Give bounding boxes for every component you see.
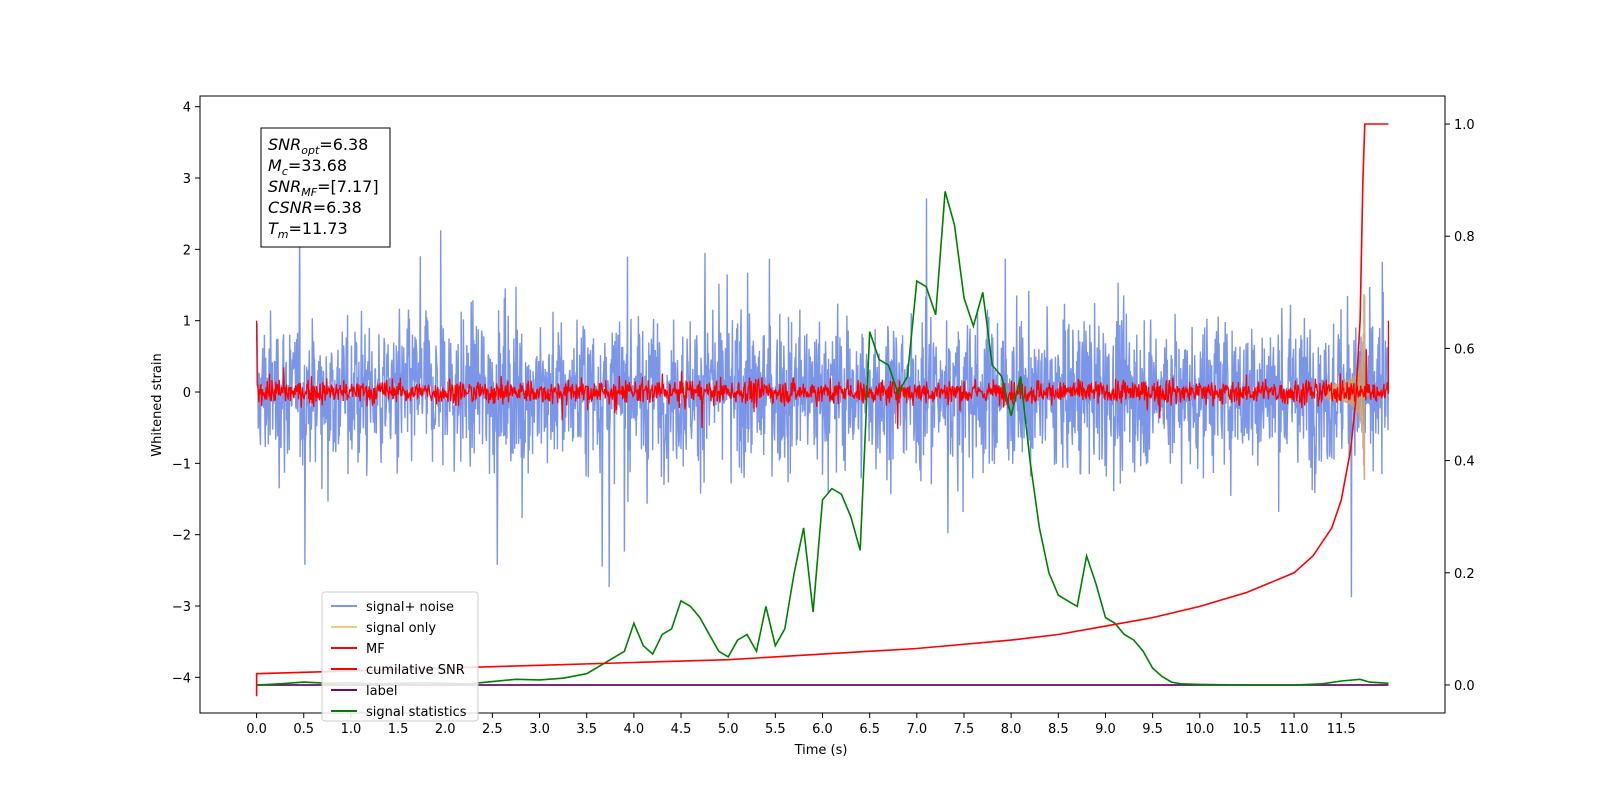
series-cumulative-snr [255, 123, 1389, 697]
x-tick-label: 5.5 [765, 722, 786, 737]
annotation-line: SNRopt=6.38 [268, 135, 368, 157]
x-tick-label: 8.0 [1001, 722, 1022, 737]
x-tick-label: 11.5 [1327, 722, 1356, 737]
x-tick-label: 10.5 [1232, 722, 1261, 737]
y-tick-label: −4 [172, 671, 191, 686]
legend-label: signal+ noise [366, 600, 454, 615]
y-axis-label: Whitened strain [150, 353, 165, 456]
y-tick-label: −2 [172, 529, 191, 544]
x-tick-label: 3.5 [576, 722, 597, 737]
y2-tick-label: 0.4 [1454, 455, 1475, 470]
x-tick-label: 8.5 [1048, 722, 1069, 737]
x-tick-label: 9.5 [1142, 722, 1163, 737]
y-tick-label: −3 [172, 600, 191, 615]
x-tick-label: 10.0 [1185, 722, 1214, 737]
legend-label: signal statistics [366, 705, 467, 720]
x-tick-label: 3.0 [529, 722, 550, 737]
x-tick-label: 2.5 [482, 722, 503, 737]
annotation-line: Mc=33.68 [268, 156, 347, 178]
x-tick-label: 6.0 [812, 722, 833, 737]
x-tick-label: 4.5 [671, 722, 692, 737]
x-axis-ticks: 0.0 0.5 1.0 1.5 2.0 2.5 3.0 3.5 4.0 4.5 5.0 5.5 6.0 6… [246, 713, 1356, 737]
series-mf [255, 320, 1390, 429]
x-tick-label: 5.0 [718, 722, 739, 737]
y2-tick-label: 0.6 [1454, 342, 1475, 357]
x-tick-label: 7.0 [906, 722, 927, 737]
series-signal-statistics [256, 191, 1389, 686]
y2-tick-label: 0.2 [1454, 567, 1475, 582]
x-tick-label: 9.0 [1095, 722, 1116, 737]
legend-label: MF [366, 642, 385, 657]
y2-tick-label: 1.0 [1454, 118, 1475, 133]
y-axis-ticks: 4 3 2 1 0 −1 −2 −3 −4 [172, 101, 200, 686]
legend: signal+ noise signal only MF cumilative SNR… [321, 591, 479, 722]
y2-tick-label: 0.8 [1454, 230, 1475, 245]
x-axis-label: Time (s) [794, 743, 848, 758]
annotation-line: Tm=11.73 [268, 219, 348, 241]
x-tick-label: 0.0 [246, 722, 267, 737]
legend-label: signal only [366, 621, 436, 636]
legend-label: label [366, 684, 397, 699]
stats-annotation-box: SNRopt=6.38Mc=33.68SNRMF=[7.17]CSNR=6.38… [260, 127, 391, 248]
x-tick-label: 2.0 [435, 722, 456, 737]
y-tick-label: 3 [183, 172, 191, 187]
x-tick-label: 1.5 [388, 722, 409, 737]
legend-label: cumilative SNR [366, 663, 465, 678]
x-tick-label: 4.0 [624, 722, 645, 737]
x-tick-label: 6.5 [859, 722, 880, 737]
y2-axis-ticks: 1.0 0.8 0.6 0.4 0.2 0.0 [1445, 118, 1475, 694]
x-tick-label: 0.5 [293, 722, 314, 737]
y-tick-label: 2 [183, 243, 191, 258]
series-signal-only [1321, 294, 1371, 481]
x-tick-label: 1.0 [341, 722, 362, 737]
annotation-line: CSNR=6.38 [268, 198, 362, 217]
x-tick-label: 11.0 [1280, 722, 1309, 737]
y-tick-label: 0 [183, 386, 191, 401]
y-tick-label: −1 [172, 457, 191, 472]
y-tick-label: 4 [183, 101, 191, 116]
annotation-line: SNRMF=[7.17] [268, 177, 379, 199]
x-tick-label: 7.5 [954, 722, 975, 737]
y-tick-label: 1 [183, 315, 191, 330]
series-signal-noise [255, 198, 1390, 598]
y2-tick-label: 0.0 [1454, 679, 1475, 694]
